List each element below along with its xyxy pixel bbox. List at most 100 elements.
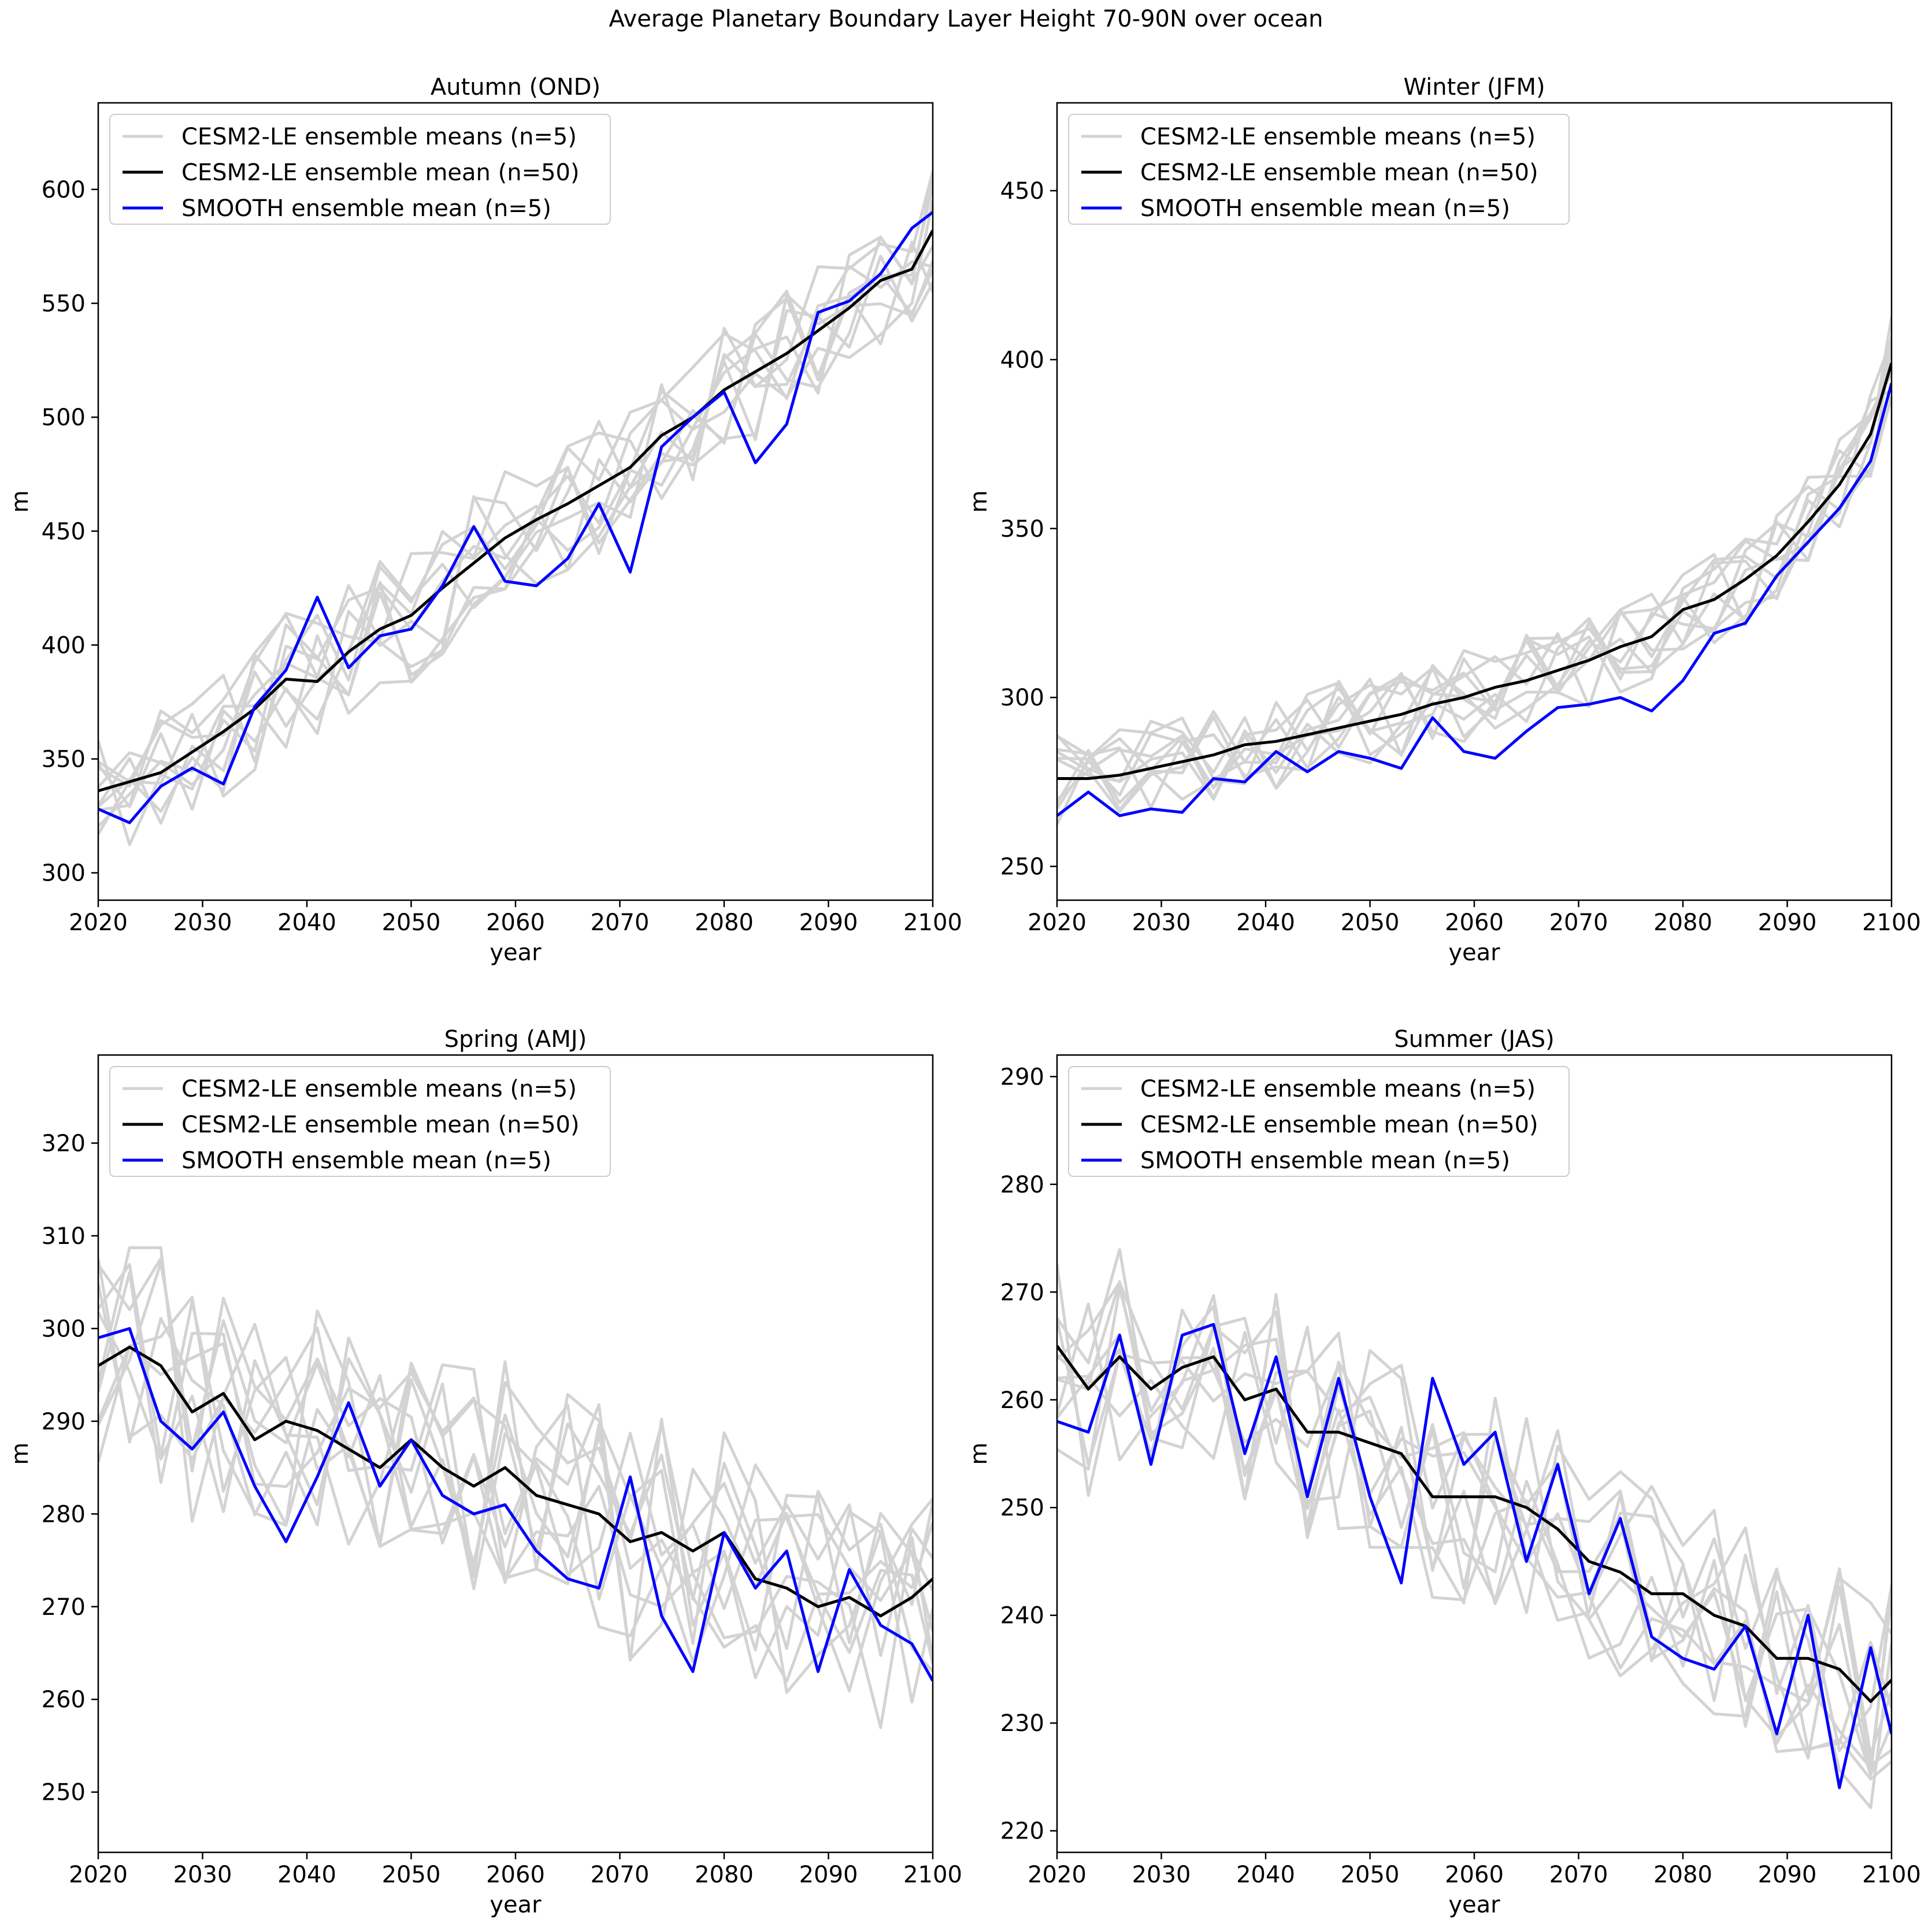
legend-label: CESM2-LE ensemble means (n=5) xyxy=(181,1076,577,1102)
gray-ensemble-line xyxy=(98,173,933,825)
series-line-cesm2-mean xyxy=(1057,1345,1892,1703)
legend-label: SMOOTH ensemble mean (n=5) xyxy=(1140,1147,1510,1174)
x-axis-label: year xyxy=(1448,1892,1500,1918)
chart-title: Winter (JFM) xyxy=(1403,74,1545,101)
legend: CESM2-LE ensemble means (n=5) CESM2-LE en… xyxy=(1068,1066,1570,1177)
y-tick-label: 270 xyxy=(42,1594,86,1621)
legend-label: SMOOTH ensemble mean (n=5) xyxy=(1140,195,1510,222)
y-tick-label: 260 xyxy=(42,1687,86,1713)
gray-ensemble-line xyxy=(98,1295,933,1652)
x-tick-label: 2050 xyxy=(382,1862,441,1888)
gray-ensemble-line xyxy=(98,1271,933,1704)
x-tick-label: 2090 xyxy=(1758,1862,1817,1888)
chart-title: Spring (AMJ) xyxy=(444,1026,587,1053)
x-tick-label: 2060 xyxy=(486,1862,545,1888)
legend-box xyxy=(109,114,611,225)
figure-title: Average Planetary Boundary Layer Height … xyxy=(609,6,1323,32)
y-tick-label: 450 xyxy=(1000,178,1044,205)
x-tick-label: 2040 xyxy=(1236,909,1295,936)
chart-panel-3: 2020 2030 2040 2050 2060 2070 2080 2090 2100 250 2… xyxy=(7,1026,962,1918)
x-axis-label: year xyxy=(490,1892,542,1918)
x-tick-label: 2080 xyxy=(695,909,754,936)
x-tick-label: 2080 xyxy=(1653,1862,1712,1888)
y-tick-label: 250 xyxy=(1000,854,1044,881)
y-tick-label: 280 xyxy=(1000,1172,1044,1198)
series-line-smooth-mean xyxy=(98,1327,933,1682)
y-tick-label: 310 xyxy=(42,1223,86,1250)
legend-box xyxy=(109,1066,611,1177)
x-tick-label: 2030 xyxy=(173,909,232,936)
legend-label: SMOOTH ensemble mean (n=5) xyxy=(181,195,551,222)
x-axis-label: year xyxy=(490,939,542,966)
x-tick-label: 2060 xyxy=(486,909,545,936)
plot-area xyxy=(1057,317,1892,825)
y-tick-label: 250 xyxy=(42,1780,86,1806)
y-tick-label: 270 xyxy=(1000,1279,1044,1306)
plot-area xyxy=(1057,1248,1892,1810)
x-tick-label: 2070 xyxy=(1549,909,1608,936)
gray-ensemble-line xyxy=(1057,389,1892,801)
x-tick-label: 2060 xyxy=(1445,909,1504,936)
y-tick-label: 280 xyxy=(42,1501,86,1528)
legend-label: SMOOTH ensemble mean (n=5) xyxy=(181,1147,551,1174)
x-tick-label: 2100 xyxy=(1862,909,1921,936)
plot-area xyxy=(98,170,933,846)
y-axis-label: m xyxy=(7,1443,34,1465)
gray-ensemble-line xyxy=(98,170,933,812)
legend-box xyxy=(1068,114,1570,225)
legend: CESM2-LE ensemble means (n=5) CESM2-LE en… xyxy=(1068,114,1570,225)
y-tick-label: 450 xyxy=(42,518,86,545)
gray-ensemble-line xyxy=(1057,1331,1892,1810)
x-tick-label: 2090 xyxy=(1758,909,1817,936)
legend-label: CESM2-LE ensemble mean (n=50) xyxy=(1140,1112,1538,1138)
gray-ensemble-line xyxy=(1057,396,1892,811)
y-tick-label: 400 xyxy=(1000,347,1044,373)
x-tick-label: 2020 xyxy=(1028,1862,1086,1888)
x-tick-label: 2050 xyxy=(382,909,441,936)
gray-ensemble-line xyxy=(1057,317,1892,825)
gray-ensemble-line xyxy=(1057,365,1892,804)
x-tick-label: 2050 xyxy=(1341,909,1400,936)
y-tick-label: 290 xyxy=(1000,1064,1044,1090)
y-tick-label: 300 xyxy=(42,860,86,887)
gray-ensemble-line xyxy=(98,1257,933,1657)
gray-ensemble-line xyxy=(1057,1248,1892,1777)
x-tick-label: 2080 xyxy=(695,1862,754,1888)
y-tick-label: 290 xyxy=(42,1409,86,1435)
y-tick-label: 300 xyxy=(42,1316,86,1342)
y-axis-label: m xyxy=(966,491,992,513)
gray-ensemble-line xyxy=(98,1263,933,1683)
x-tick-label: 2030 xyxy=(1132,1862,1191,1888)
legend-label: CESM2-LE ensemble means (n=5) xyxy=(1140,1076,1536,1102)
y-axis-label: m xyxy=(966,1443,992,1465)
legend-label: CESM2-LE ensemble mean (n=50) xyxy=(181,159,580,186)
y-tick-label: 550 xyxy=(42,291,86,317)
x-tick-label: 2020 xyxy=(1028,909,1086,936)
y-tick-label: 500 xyxy=(42,404,86,431)
x-tick-label: 2080 xyxy=(1653,909,1712,936)
series-line-cesm2-mean xyxy=(98,229,933,793)
gray-ensemble-line xyxy=(98,1261,933,1729)
y-tick-label: 260 xyxy=(1000,1387,1044,1414)
x-tick-label: 2020 xyxy=(69,1862,128,1888)
plot-area xyxy=(98,1246,933,1729)
x-tick-label: 2070 xyxy=(591,1862,650,1888)
gray-ensemble-line xyxy=(1057,339,1892,800)
legend: CESM2-LE ensemble means (n=5) CESM2-LE en… xyxy=(109,114,611,225)
legend-label: CESM2-LE ensemble means (n=5) xyxy=(181,124,577,150)
y-tick-label: 350 xyxy=(1000,516,1044,543)
x-tick-label: 2030 xyxy=(1132,909,1191,936)
x-axis-label: year xyxy=(1448,939,1500,966)
chart-panel-1: 2020 2030 2040 2050 2060 2070 2080 2090 2100 300 3… xyxy=(7,74,962,966)
x-tick-label: 2040 xyxy=(277,909,336,936)
y-tick-label: 230 xyxy=(1000,1710,1044,1737)
series-line-smooth-mean xyxy=(1057,1323,1892,1789)
series-line-cesm2-mean xyxy=(98,1346,933,1618)
x-tick-label: 2030 xyxy=(173,1862,232,1888)
gray-ensemble-line xyxy=(1057,372,1892,814)
series-line-cesm2-mean xyxy=(1057,362,1892,780)
gray-ensemble-line xyxy=(98,1246,933,1663)
x-tick-label: 2100 xyxy=(1862,1862,1921,1888)
y-tick-label: 250 xyxy=(1000,1495,1044,1521)
